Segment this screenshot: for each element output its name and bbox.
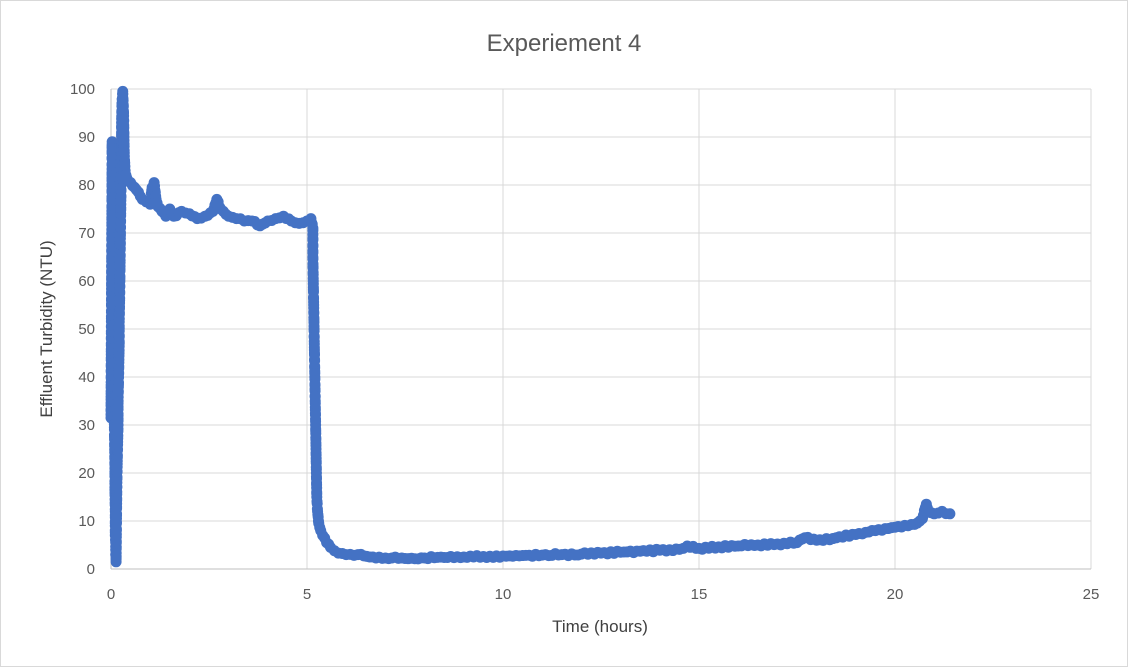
data-point (314, 522, 326, 534)
y-tick-label: 0 (87, 561, 95, 578)
x-axis-label: Time (hours) (552, 617, 648, 636)
y-tick-label: 30 (78, 417, 95, 434)
y-tick-label: 100 (70, 81, 95, 98)
y-tick-label: 20 (78, 465, 95, 482)
data-point (119, 160, 131, 172)
y-tick-label: 90 (78, 129, 95, 146)
data-point (932, 507, 944, 519)
y-axis-label: Effluent Turbidity (NTU) (37, 240, 56, 417)
data-point (323, 538, 335, 550)
x-tick-label: 0 (107, 586, 115, 603)
chart-title: Experiement 4 (487, 30, 642, 57)
data-series (105, 85, 956, 568)
y-tick-label: 10 (78, 513, 95, 530)
data-point (112, 423, 124, 435)
x-tick-label: 25 (1083, 586, 1100, 603)
data-point (134, 190, 146, 202)
data-point (297, 217, 309, 229)
x-tick-label: 20 (887, 586, 904, 603)
data-point (289, 217, 301, 229)
tick-labels: 0 10 20 30 40 50 60 70 80 90 100 0 5 10 15 20 25 (70, 81, 1099, 603)
x-tick-label: 15 (691, 586, 708, 603)
y-tick-label: 80 (78, 177, 95, 194)
data-point (940, 508, 952, 520)
y-tick-label: 40 (78, 369, 95, 386)
y-tick-label: 70 (78, 225, 95, 242)
y-tick-label: 60 (78, 273, 95, 290)
grid-lines (111, 88, 1092, 569)
y-tick-label: 50 (78, 321, 95, 338)
x-tick-label: 10 (495, 586, 512, 603)
x-tick-label: 5 (303, 586, 311, 603)
